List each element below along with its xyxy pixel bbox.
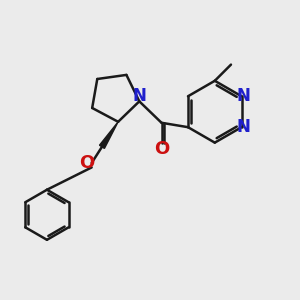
Text: O: O [79,154,94,172]
Text: N: N [237,118,250,136]
Text: N: N [237,87,250,105]
Text: O: O [154,140,169,158]
Polygon shape [100,122,118,148]
Text: N: N [133,87,147,105]
